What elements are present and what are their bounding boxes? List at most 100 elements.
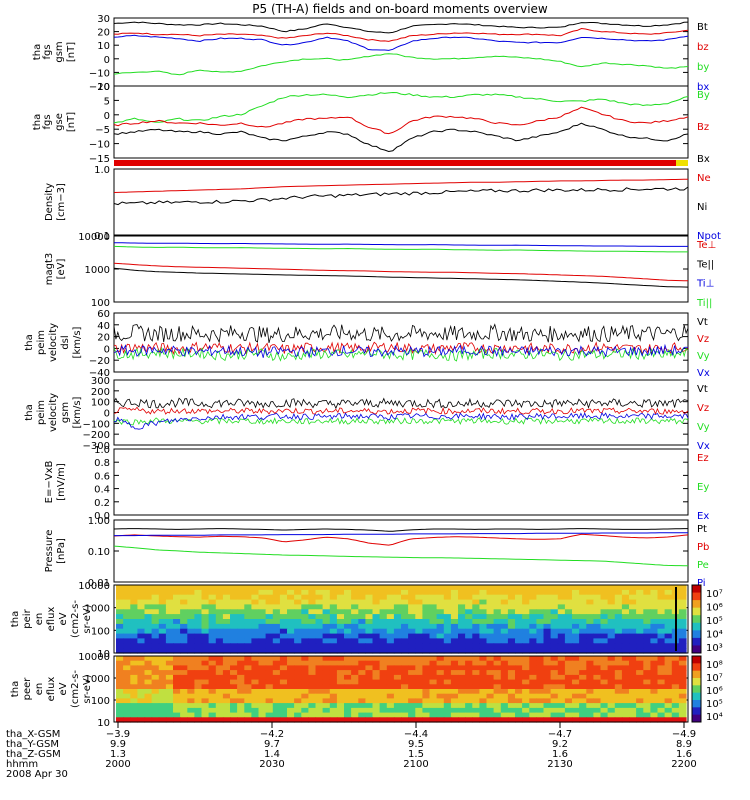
spectrogram-cell bbox=[344, 665, 352, 671]
spectrogram-cell bbox=[621, 707, 630, 714]
spectrogram-cell bbox=[607, 589, 616, 596]
spectrogram-cell bbox=[536, 609, 545, 615]
spectrogram-cell bbox=[443, 717, 452, 723]
spectrogram-cell bbox=[507, 679, 516, 685]
spectrogram-cell bbox=[194, 619, 203, 625]
series-line-Pi bbox=[114, 532, 688, 537]
spectrogram-cell bbox=[493, 707, 502, 714]
spectrogram-cell bbox=[564, 633, 573, 640]
spectrogram-cell bbox=[493, 628, 502, 635]
spectrogram-cell bbox=[137, 656, 146, 662]
x-row-value: 9.7 bbox=[264, 739, 280, 750]
spectrogram-cell bbox=[607, 684, 616, 690]
spectrogram-cell bbox=[586, 689, 594, 695]
y-tick-label: 0.8 bbox=[94, 458, 110, 469]
spectrogram-cell bbox=[529, 585, 537, 591]
spectrogram-cell bbox=[650, 604, 659, 610]
spectrogram-cell bbox=[636, 604, 644, 610]
spectrogram-cell bbox=[465, 712, 473, 718]
spectrogram-cell bbox=[279, 648, 288, 654]
spectrogram-cell bbox=[579, 648, 587, 654]
spectrogram-cell bbox=[607, 670, 616, 676]
spectrogram-cell bbox=[543, 643, 552, 649]
spectrogram-cell bbox=[123, 609, 131, 615]
spectrogram-cell bbox=[272, 693, 281, 699]
spectrogram-cell bbox=[308, 594, 317, 601]
spectrogram-cell bbox=[301, 665, 309, 671]
spectrogram-cell bbox=[272, 717, 281, 723]
y-axis-label: tha bbox=[24, 404, 35, 420]
spectrogram-cell bbox=[507, 609, 516, 615]
spectrogram-cell bbox=[607, 628, 616, 635]
spectrogram-cell bbox=[650, 638, 659, 644]
spectrogram-cell bbox=[429, 599, 438, 606]
spectrogram-cell bbox=[180, 703, 188, 709]
spectrogram-cell bbox=[244, 614, 252, 620]
spectrogram-cell bbox=[308, 589, 317, 596]
spectrogram-cell bbox=[372, 628, 381, 635]
spectrogram-cell bbox=[351, 589, 359, 596]
spectrogram-cell bbox=[572, 638, 580, 644]
spectrogram-cell bbox=[201, 703, 210, 709]
spectrogram-cell bbox=[458, 707, 466, 714]
spectrogram-cell bbox=[322, 674, 331, 681]
spectrogram-cell bbox=[472, 638, 480, 644]
spectrogram-cell bbox=[201, 660, 210, 666]
spectrogram-cell bbox=[173, 643, 181, 649]
spectrogram-cell bbox=[372, 619, 381, 625]
series-line-Pe bbox=[113, 545, 689, 567]
spectrogram-cell bbox=[237, 638, 245, 644]
spectrogram-cell bbox=[315, 619, 324, 625]
spectrogram-cell bbox=[522, 670, 530, 676]
spectrogram-cell bbox=[116, 638, 124, 644]
spectrogram-cell bbox=[173, 638, 181, 644]
spectrogram-cell bbox=[607, 643, 616, 649]
spectrogram-cell bbox=[401, 656, 409, 662]
spectrogram-cell bbox=[308, 717, 317, 723]
spectrogram-cell bbox=[308, 599, 317, 606]
spectrogram-cell bbox=[443, 689, 452, 695]
spectrogram-cell bbox=[678, 609, 687, 615]
spectrogram-cell bbox=[336, 674, 345, 681]
spectrogram-cell bbox=[358, 670, 366, 676]
spectrogram-cell bbox=[450, 633, 459, 640]
spectrogram-cell bbox=[336, 609, 345, 615]
spectrogram-cell bbox=[215, 589, 224, 596]
y-axis-label: eflux bbox=[46, 607, 57, 632]
spectrogram-cell bbox=[251, 643, 260, 649]
spectrogram-cell bbox=[358, 614, 366, 620]
spectrogram-cell bbox=[329, 698, 338, 704]
spectrogram-cell bbox=[258, 628, 267, 635]
spectrogram-cell bbox=[379, 665, 388, 671]
y-axis-label: peim bbox=[36, 400, 47, 425]
spectrogram-cell bbox=[557, 717, 566, 723]
spectrogram-cell bbox=[393, 594, 402, 601]
spectrogram-cell bbox=[315, 665, 324, 671]
spectrogram-cell bbox=[614, 589, 623, 596]
spectrogram-cell bbox=[643, 660, 651, 666]
spectrogram-cell bbox=[621, 623, 630, 630]
spectrogram-cell bbox=[301, 684, 309, 690]
spectrogram-cell bbox=[222, 628, 231, 635]
y-tick-label: −300 bbox=[83, 441, 110, 452]
spectrogram-cell bbox=[208, 693, 217, 699]
spectrogram-cell bbox=[401, 670, 409, 676]
spectrogram-cell bbox=[643, 589, 651, 596]
spectrogram-cell bbox=[636, 589, 644, 596]
spectrogram-cell bbox=[208, 614, 217, 620]
spectrogram-cell bbox=[671, 665, 680, 671]
spectrogram-cell bbox=[629, 609, 637, 615]
x-row-value: 1.5 bbox=[408, 749, 424, 760]
spectrogram-cell bbox=[401, 643, 409, 649]
y-tick-label: 200 bbox=[91, 387, 110, 398]
spectrogram-cell bbox=[315, 604, 324, 610]
spectrogram-cell bbox=[144, 643, 153, 649]
spectrogram-cell bbox=[130, 643, 138, 649]
spectrogram-cell bbox=[237, 609, 245, 615]
spectrogram-cell bbox=[572, 648, 580, 654]
spectrogram-cell bbox=[165, 703, 174, 709]
spectrogram-cell bbox=[237, 670, 245, 676]
spectrogram-cell bbox=[393, 599, 402, 606]
spectrogram-cell bbox=[450, 643, 459, 649]
spectrogram-cell bbox=[365, 684, 374, 690]
